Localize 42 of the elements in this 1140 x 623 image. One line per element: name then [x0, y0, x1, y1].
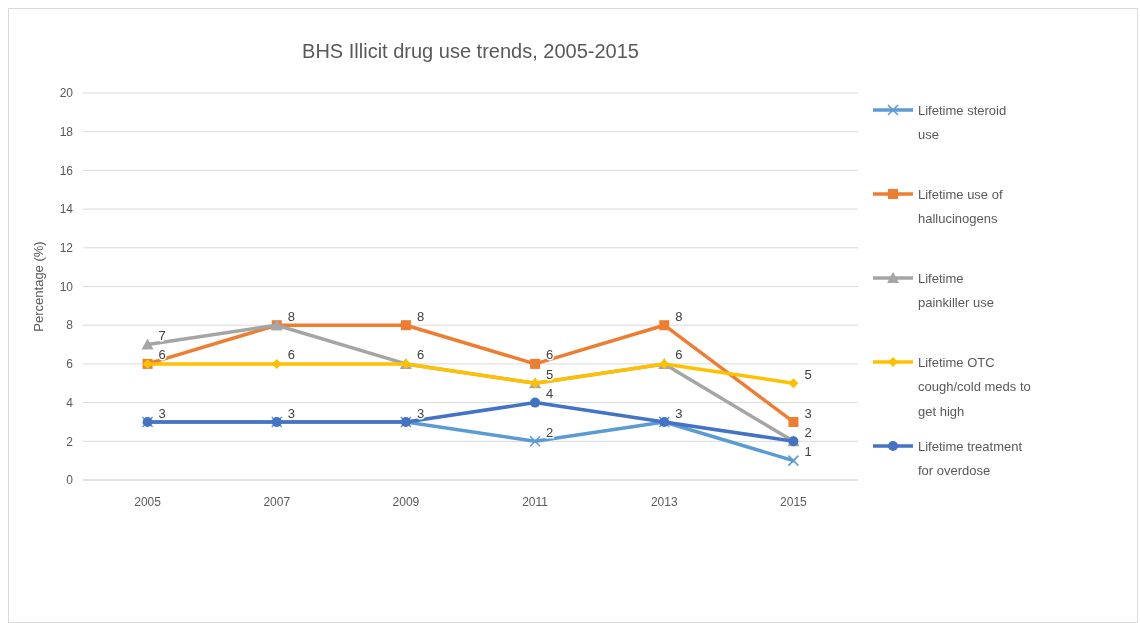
y-tick-label: 6: [66, 357, 74, 372]
y-axis-title: Percentage (%): [31, 241, 46, 332]
legend-label: Lifetime OTC cough/cold meds to get high: [918, 354, 1031, 419]
data-label: 8: [287, 308, 295, 324]
data-label: 8: [416, 308, 425, 324]
data-label: 5: [546, 366, 554, 382]
y-tick-label: 14: [59, 202, 74, 217]
y-tick-label: 4: [66, 395, 74, 410]
x-tick-label: 2005: [134, 495, 162, 509]
y-tick-label: 2: [66, 434, 74, 449]
x-tick-label: 2015: [780, 495, 808, 509]
data-label: 1: [804, 444, 812, 460]
data-label: 4: [546, 386, 554, 402]
legend-label: Lifetime treatment for overdose: [918, 438, 1023, 479]
data-label: 6: [675, 347, 683, 363]
data-label: 5: [804, 366, 812, 382]
legend-label: Lifetime use of hallucinogens: [918, 186, 1003, 227]
legend-label: Lifetime steroid use: [918, 102, 1007, 143]
data-label: 8: [675, 308, 683, 324]
data-label: 2: [546, 424, 554, 440]
y-tick-label: 10: [59, 279, 74, 294]
x-tick-label: 2013: [650, 495, 678, 509]
data-label: 3: [287, 405, 295, 421]
data-label: 3: [158, 405, 166, 421]
data-label: 3: [416, 405, 425, 421]
y-tick-label: 0: [66, 473, 74, 488]
x-tick-label: 2011: [522, 495, 549, 509]
data-label: 3: [804, 405, 812, 421]
data-label: 6: [287, 347, 295, 363]
chart-title: BHS Illicit drug use trends, 2005-2015: [302, 40, 639, 62]
x-tick-label: 2007: [263, 495, 291, 509]
data-label: 3: [675, 405, 683, 421]
y-tick-label: 18: [59, 124, 74, 139]
legend-label: Lifetime painkiller use: [918, 270, 994, 311]
x-tick-label: 2009: [392, 495, 420, 509]
y-tick-label: 16: [59, 163, 74, 178]
data-label: 2: [804, 424, 812, 440]
y-tick-label: 8: [66, 318, 74, 333]
data-label: 7: [158, 328, 166, 344]
y-tick-label: 20: [59, 86, 74, 101]
y-tick-label: 12: [59, 241, 74, 255]
data-label: 6: [416, 347, 425, 363]
